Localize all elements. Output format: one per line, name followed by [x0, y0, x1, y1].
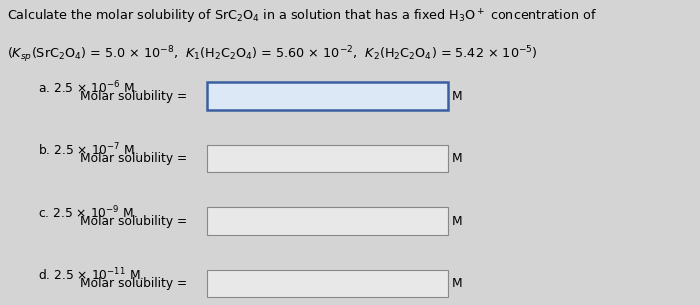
Text: M: M — [452, 277, 462, 290]
Text: Molar solubility =: Molar solubility = — [80, 277, 188, 290]
Text: Calculate the molar solubility of SrC$_2$O$_4$ in a solution that has a fixed H$: Calculate the molar solubility of SrC$_2… — [7, 8, 597, 26]
Text: M: M — [452, 215, 462, 228]
Text: M: M — [452, 90, 462, 102]
Text: b. 2.5 $\times$ 10$^{-7}$ M.: b. 2.5 $\times$ 10$^{-7}$ M. — [38, 142, 139, 158]
Text: d. 2.5 $\times$ 10$^{-11}$ M.: d. 2.5 $\times$ 10$^{-11}$ M. — [38, 267, 145, 283]
Text: c. 2.5 $\times$ 10$^{-9}$ M.: c. 2.5 $\times$ 10$^{-9}$ M. — [38, 204, 138, 221]
FancyBboxPatch shape — [206, 207, 448, 235]
FancyBboxPatch shape — [206, 270, 448, 297]
Text: Molar solubility =: Molar solubility = — [80, 152, 188, 165]
FancyBboxPatch shape — [206, 145, 448, 172]
Text: a. 2.5 $\times$ 10$^{-6}$ M.: a. 2.5 $\times$ 10$^{-6}$ M. — [38, 79, 139, 96]
Text: M: M — [452, 152, 462, 165]
Text: Molar solubility =: Molar solubility = — [80, 215, 188, 228]
Text: Molar solubility =: Molar solubility = — [80, 90, 188, 102]
Text: $(K_{sp}$(SrC$_2$O$_4$) = 5.0 $\times$ 10$^{-8}$,  $K_1$(H$_2$C$_2$O$_4$) = 5.60: $(K_{sp}$(SrC$_2$O$_4$) = 5.0 $\times$ 1… — [7, 44, 538, 65]
FancyBboxPatch shape — [206, 82, 448, 110]
